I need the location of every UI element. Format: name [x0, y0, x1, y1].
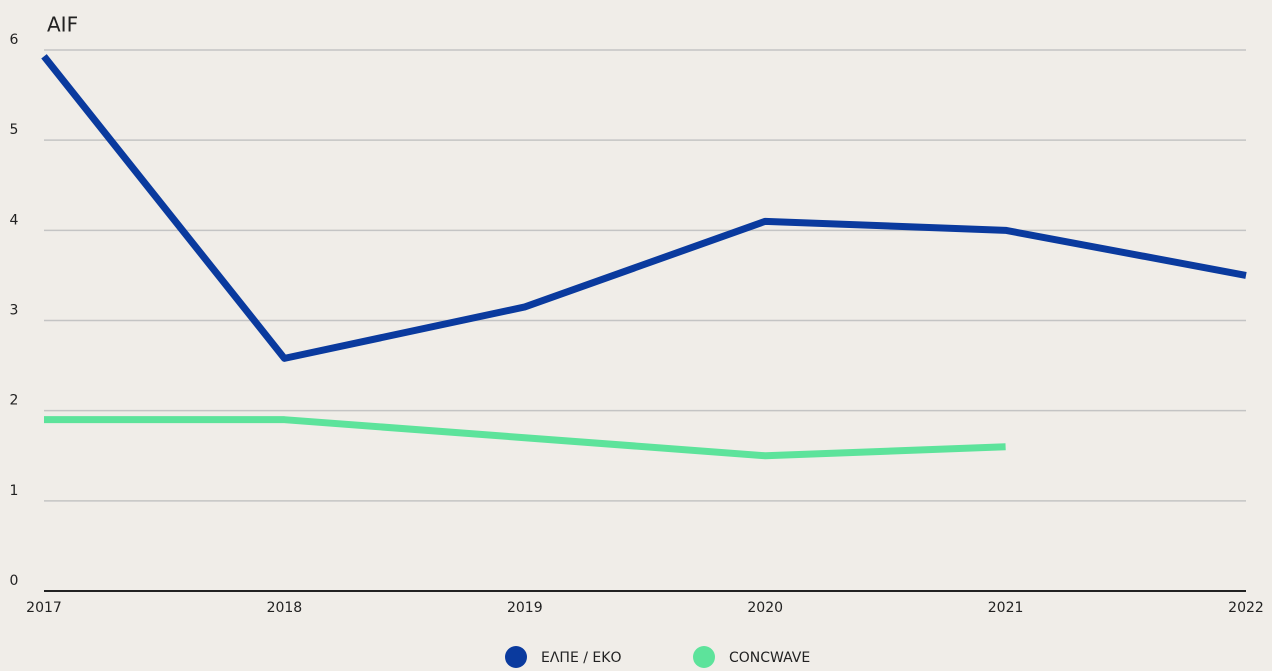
- x-tick-label: 2021: [988, 600, 1024, 616]
- legend-swatch: [693, 646, 715, 668]
- x-tick-label: 2020: [747, 600, 783, 616]
- y-tick-label: 5: [10, 122, 19, 138]
- x-tick-label: 2018: [267, 600, 303, 616]
- y-tick-label: 0: [10, 573, 19, 589]
- x-tick-label: 2022: [1228, 600, 1264, 616]
- legend-label: CONCWAVE: [729, 650, 810, 666]
- legend-label: ΕΛΠΕ / ΕΚΟ: [541, 650, 621, 666]
- x-tick-label: 2019: [507, 600, 543, 616]
- y-tick-label: 4: [10, 212, 19, 228]
- legend-swatch: [505, 646, 527, 668]
- chart-title: AIF: [47, 13, 78, 37]
- x-tick-label: 2017: [26, 600, 62, 616]
- series-line: [44, 416, 1006, 460]
- y-tick-label: 2: [10, 393, 19, 409]
- y-tick-label: 3: [10, 303, 19, 319]
- y-tick-label: 1: [10, 483, 19, 499]
- series-line: [41, 54, 1247, 362]
- y-tick-label: 6: [10, 32, 19, 48]
